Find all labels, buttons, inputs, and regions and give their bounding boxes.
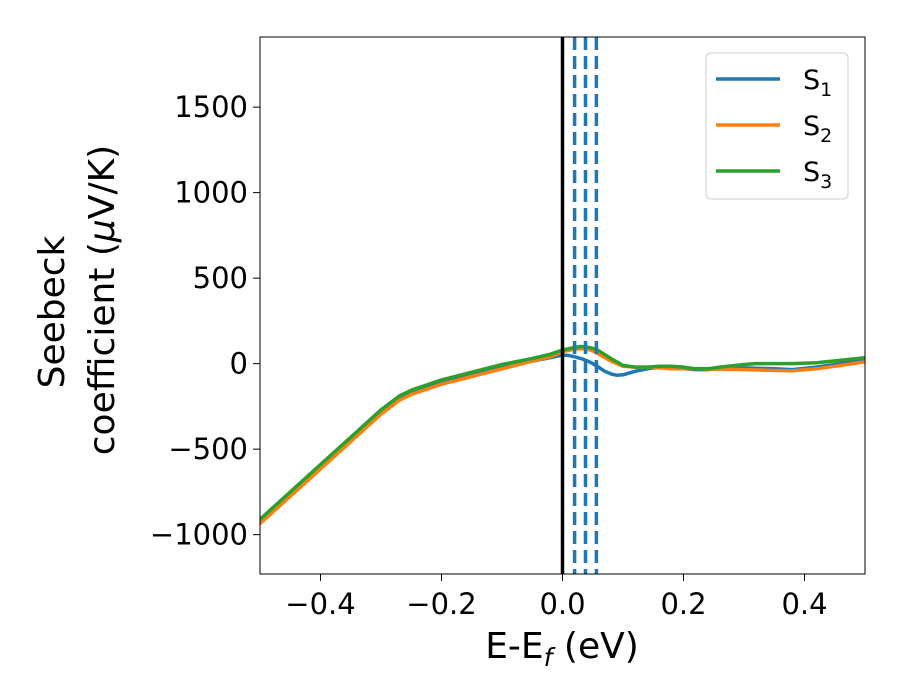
legend-label-s2: S2 xyxy=(803,111,832,147)
y-tick-label: −1000 xyxy=(150,518,248,552)
x-tick-label: 0.0 xyxy=(539,587,585,621)
x-axis-label: E-Ef (eV) xyxy=(485,626,639,672)
y-tick-label: 1000 xyxy=(174,176,248,210)
legend: S1 S2 S3 xyxy=(705,52,849,200)
y-axis-label-line1: Seebeck xyxy=(32,235,73,388)
x-axis: −0.4 −0.2 0.0 0.2 0.4 xyxy=(285,574,828,621)
legend-label-s1: S1 xyxy=(803,65,832,101)
y-tick-label: 0 xyxy=(230,347,248,381)
legend-label-s3: S3 xyxy=(803,157,832,193)
x-tick-label: 0.4 xyxy=(781,587,827,621)
plot-content xyxy=(260,37,865,574)
mu-symbol: μ xyxy=(82,219,123,243)
y-axis-label-line2: coefficient (μV/K) xyxy=(82,145,123,455)
y-axis-label: Seebeck coefficient (μV/K) xyxy=(32,145,123,455)
x-tick-label: −0.2 xyxy=(406,587,476,621)
y-tick-label: −500 xyxy=(168,432,248,466)
y-tick-label: 500 xyxy=(193,261,248,295)
y-axis: −1000 −500 0 500 1000 1500 xyxy=(150,90,260,552)
series-line-s3 xyxy=(260,344,865,522)
x-tick-label: −0.4 xyxy=(285,587,355,621)
x-axis-label-unit: (eV) xyxy=(552,626,638,667)
x-tick-label: 0.2 xyxy=(660,587,706,621)
y-tick-label: 1500 xyxy=(174,90,248,124)
